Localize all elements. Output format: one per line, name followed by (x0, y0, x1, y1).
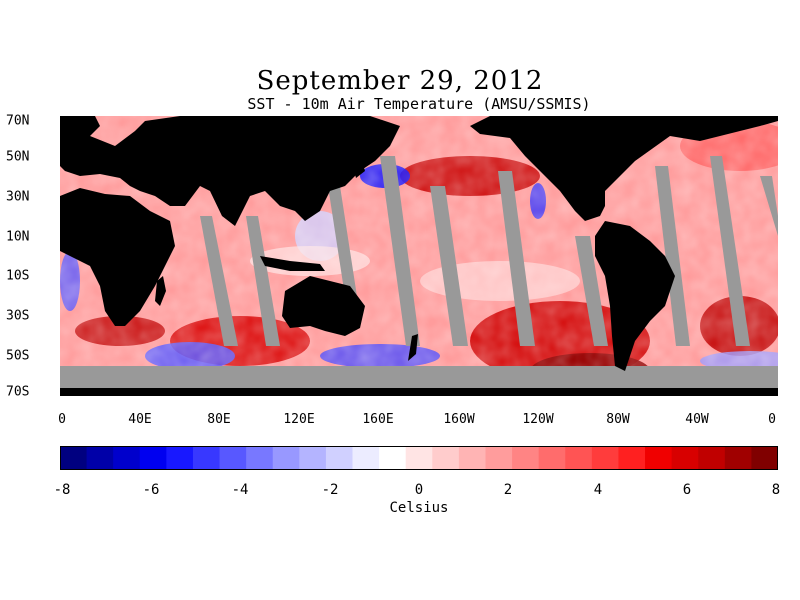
lon-label: 120E (283, 412, 315, 427)
colorbar-tick-label: -6 (142, 482, 160, 498)
lat-label: 30S (6, 308, 30, 324)
british-isles (60, 126, 70, 144)
colorbar-swatch (591, 446, 619, 470)
colorbar-tick-label: 0 (414, 482, 424, 498)
colorbar-swatch (724, 446, 752, 470)
lat-label: 30N (6, 189, 30, 205)
colorbar-swatch (325, 446, 354, 470)
colorbar-swatch (139, 446, 167, 470)
lon-label: 0 (768, 412, 776, 427)
new-zealand (408, 334, 418, 361)
colorbar-border (60, 446, 778, 470)
australia (282, 276, 365, 336)
lon-label: 160E (362, 412, 394, 427)
colorbar-swatch (272, 446, 300, 470)
lat-label: 10N (6, 229, 30, 245)
colorbar-swatch (698, 446, 726, 470)
lat-label: 70S (6, 384, 30, 400)
lon-label: 80E (207, 412, 231, 427)
lon-label: 160W (443, 412, 475, 427)
colorbar-swatch (379, 446, 407, 470)
colorbar-swatch (219, 446, 247, 470)
colorbar-swatch (299, 446, 327, 470)
colorbar-swatch (458, 446, 486, 470)
colorbar-swatch (485, 446, 513, 470)
colorbar-swatch (166, 446, 194, 470)
colorbar-tick-label: 6 (682, 482, 692, 498)
indonesia (260, 256, 325, 271)
colorbar-swatch (645, 446, 673, 470)
colorbar-swatch (192, 446, 221, 470)
lat-label: 50S (6, 348, 30, 364)
antarctica (60, 388, 778, 396)
japan (350, 154, 365, 178)
colorbar-swatch (113, 446, 141, 470)
colorbar-swatch (565, 446, 593, 470)
madagascar (155, 276, 166, 306)
lon-label: 80W (606, 412, 630, 427)
colorbar-swatch (405, 446, 433, 470)
colorbar-swatch (751, 446, 778, 470)
colorbar (60, 446, 778, 470)
colorbar-tick-label: 2 (503, 482, 513, 498)
colorbar-swatch (60, 446, 88, 470)
colorbar-units: Celsius (389, 500, 449, 516)
colorbar-swatch (352, 446, 380, 470)
lat-label: 10S (6, 268, 30, 284)
colorbar-tick-label: -2 (321, 482, 339, 498)
lon-label: 40W (685, 412, 709, 427)
sst-anomaly-map (60, 116, 778, 396)
north-america (470, 116, 778, 221)
lon-label: 120W (522, 412, 554, 427)
south-america (595, 221, 675, 371)
map-subtitle: SST - 10m Air Temperature (AMSU/SSMIS) (247, 95, 591, 113)
lon-label: 40E (128, 412, 152, 427)
land-masses (60, 116, 778, 396)
greenland (660, 116, 740, 138)
lat-label: 50N (6, 149, 30, 165)
colorbar-tick-label: -8 (53, 482, 71, 498)
colorbar-swatch (512, 446, 540, 470)
africa (60, 188, 175, 326)
colorbar-swatch (671, 446, 699, 470)
lon-label: 0 (58, 412, 66, 427)
colorbar-tick-label: 4 (593, 482, 603, 498)
colorbar-tick-label: 8 (771, 482, 781, 498)
colorbar-swatch (538, 446, 566, 470)
colorbar-swatch (618, 446, 646, 470)
colorbar-swatch (246, 446, 274, 470)
colorbar-swatch (432, 446, 460, 470)
lat-label: 70N (6, 113, 30, 129)
colorbar-swatch (86, 446, 114, 470)
colorbar-tick-label: -4 (231, 482, 249, 498)
map-title: September 29, 2012 (256, 66, 544, 96)
eurasia (60, 116, 400, 226)
